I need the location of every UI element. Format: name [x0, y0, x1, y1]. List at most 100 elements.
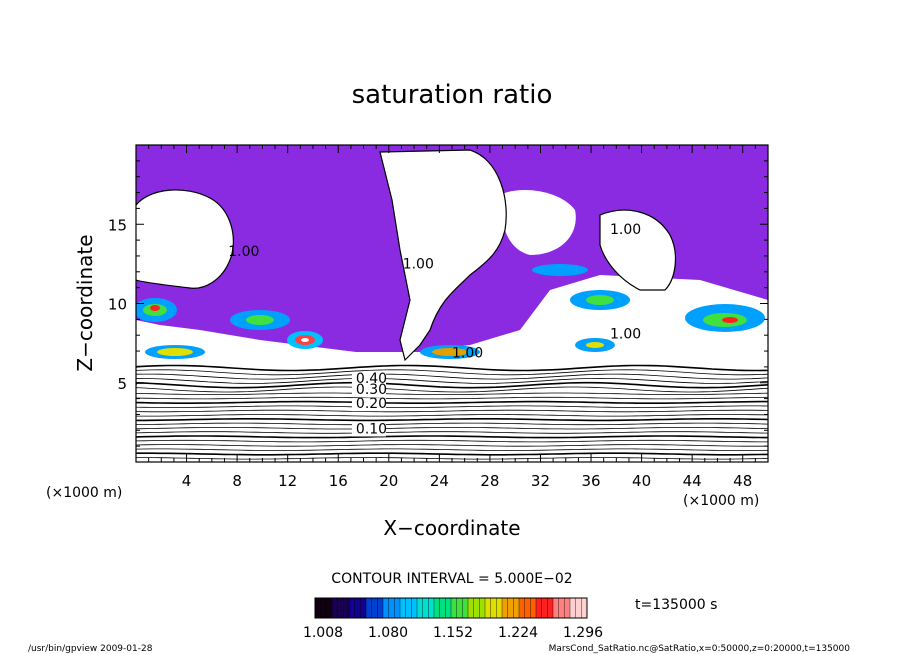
contour-line	[136, 457, 768, 460]
colorbar-frame	[314, 597, 588, 619]
contour-label: 0.20	[356, 396, 387, 412]
y-tick-label: 5	[117, 375, 127, 393]
colorbar-cell	[315, 598, 322, 618]
colorbar-cell	[490, 598, 497, 618]
contour-line	[136, 405, 768, 408]
saturation-contour	[136, 149, 677, 362]
colorbar-cell	[388, 598, 395, 618]
colorbar-cell	[451, 598, 458, 618]
colorbar-cell	[541, 598, 548, 618]
contour-label: 1.00	[610, 326, 641, 342]
y-axis: 5 10 15	[108, 144, 768, 463]
footer-left: /usr/bin/gpview 2009-01-28	[28, 644, 153, 654]
contour-line	[136, 422, 768, 426]
x-tick-label: 28	[480, 472, 499, 490]
y-axis-label: Z−coordinate	[73, 234, 97, 371]
colorbar-cell	[360, 598, 367, 618]
contour-line	[136, 435, 768, 439]
contour-line	[136, 373, 768, 380]
colorbar-tick-label: 1.296	[563, 625, 603, 641]
colorbar-tick-label: 1.008	[303, 625, 343, 641]
x-tick-label: 20	[379, 472, 398, 490]
contour-line	[136, 369, 768, 376]
colorbar-cell	[343, 598, 350, 618]
colorbar-cell	[434, 598, 441, 618]
contour-label-bg	[351, 383, 386, 397]
contour-label: 1.00	[403, 257, 434, 273]
time-label: t=135000 s	[635, 597, 717, 613]
colorbar-cell	[564, 598, 571, 618]
colorbar-tick-label: 1.152	[433, 625, 473, 641]
contour-line	[136, 452, 768, 456]
colorbar-cell	[502, 598, 509, 618]
contour-line	[136, 439, 768, 443]
colorbar-cell	[553, 598, 560, 618]
colorbar-cell	[332, 598, 339, 618]
colorbar-cell	[496, 598, 503, 618]
colorbar-cell	[479, 598, 486, 618]
contour-line	[136, 414, 768, 417]
colorbar-cell	[547, 598, 554, 618]
contour-label-bg	[351, 372, 386, 386]
x-axis: 4 8 12 16 20 24 28 32 36 40 44 48	[135, 145, 769, 490]
colorbar-cell	[473, 598, 480, 618]
contour-label-bg	[351, 398, 386, 412]
contour-line	[136, 381, 768, 389]
colorbar-cell	[422, 598, 429, 618]
contour-line	[136, 396, 768, 400]
contour-line	[136, 400, 768, 404]
colorbar-cell	[366, 598, 373, 618]
contour-label: 1.00	[228, 244, 259, 260]
x-tick-label: 36	[581, 472, 600, 490]
subsaturated-region-left	[136, 189, 234, 289]
colorbar-cell	[558, 598, 565, 618]
contour-label: 1.00	[452, 345, 483, 361]
contour-line	[136, 409, 768, 413]
colorbar-cell	[326, 598, 333, 618]
colorbar-tick-label: 1.224	[498, 625, 538, 641]
colorbar	[314, 597, 588, 619]
contour-line	[136, 418, 768, 422]
plot-field: 1.00 1.00 1.00 1.00 1.00 0.400.300.20 0.10	[136, 145, 768, 462]
colorbar-cell	[349, 598, 356, 618]
x-tick-label: 40	[632, 472, 651, 490]
y-tick-label: 10	[108, 296, 127, 314]
contour-label: 0.30	[356, 382, 387, 398]
colorbar-cell	[524, 598, 531, 618]
colorbar-cell	[394, 598, 401, 618]
colorbar-cell	[428, 598, 435, 618]
x-tick-label: 12	[278, 472, 297, 490]
colorbar-cell	[462, 598, 469, 618]
colorbar-cell	[445, 598, 452, 618]
colorbar-cell	[536, 598, 543, 618]
x-tick-label: 32	[531, 472, 550, 490]
chart-title: saturation ratio	[352, 80, 553, 110]
contour-line	[136, 431, 768, 434]
colorbar-cell	[383, 598, 390, 618]
contour-lines	[136, 364, 768, 460]
x-tick-label: 48	[733, 472, 752, 490]
footer-right: MarsCond_SatRatio.nc@SatRatio,x=0:50000,…	[549, 644, 851, 654]
colorbar-cell	[530, 598, 537, 618]
contour-interval: CONTOUR INTERVAL = 5.000E−02	[331, 571, 572, 587]
colorbar-cell	[354, 598, 361, 618]
colorbar-cell	[405, 598, 412, 618]
contour-label: 1.00	[610, 222, 641, 238]
colorbar-cell	[377, 598, 384, 618]
contour-line	[136, 386, 768, 393]
x-tick-label: 16	[329, 472, 348, 490]
colorbar-cell	[417, 598, 424, 618]
colorbar-cell	[519, 598, 526, 618]
x-tick-label: 4	[182, 472, 192, 490]
colorbar-cell	[468, 598, 475, 618]
colorbar-cell	[570, 598, 577, 618]
colorbar-cell	[456, 598, 463, 618]
x-tick-label: 44	[683, 472, 702, 490]
x-axis-label: X−coordinate	[383, 516, 520, 540]
colorbar-cell	[513, 598, 520, 618]
contour-line	[136, 427, 768, 430]
contour-label: 0.40	[356, 371, 387, 387]
subsaturated-region-center	[380, 150, 507, 360]
contour-label-bg	[351, 423, 386, 437]
